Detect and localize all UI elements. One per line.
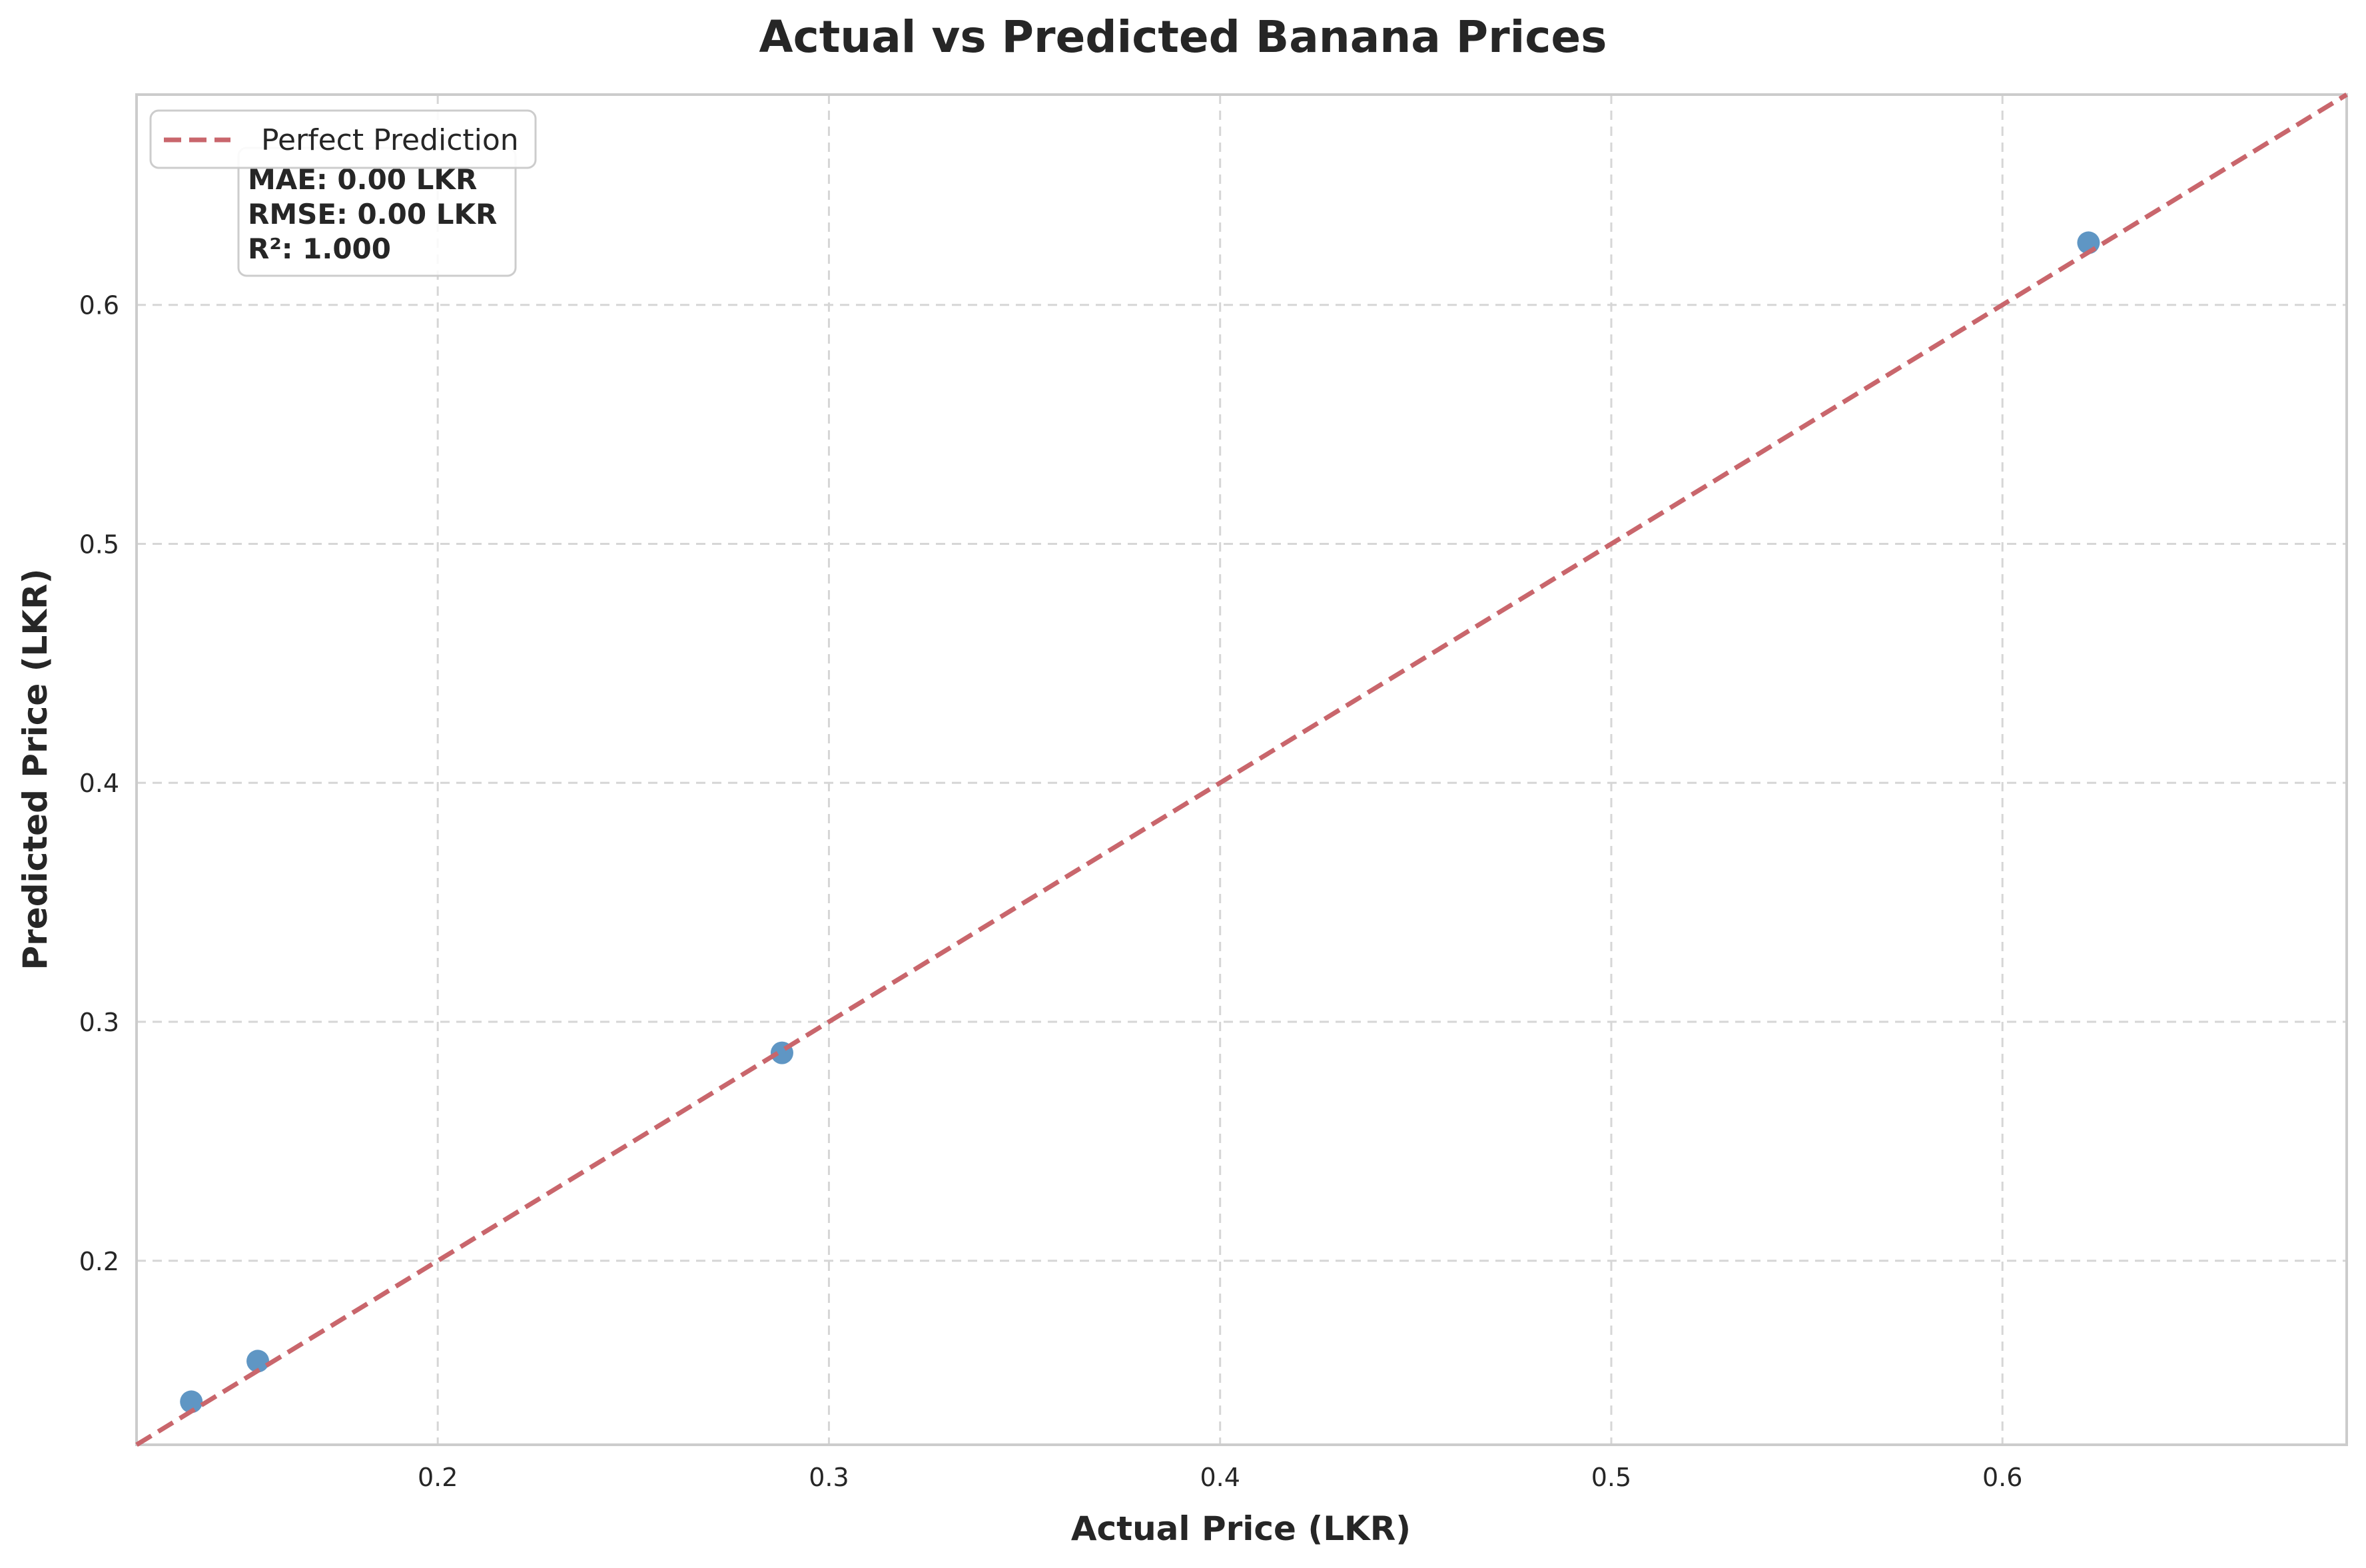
metric-rmse: RMSE: 0.00 LKR (248, 198, 497, 230)
y-tick-label: 0.5 (79, 530, 119, 559)
chart-title: Actual vs Predicted Banana Prices (759, 11, 1607, 63)
x-tick-label: 0.6 (1982, 1463, 2022, 1492)
plot-frame (135, 93, 2348, 1446)
perfect-prediction-line (135, 93, 2348, 1447)
y-gridlines (137, 304, 2347, 1262)
x-tick-label: 0.2 (418, 1463, 458, 1492)
data-point (180, 1390, 203, 1413)
data-points (180, 231, 2100, 1413)
legend: Perfect Prediction (149, 109, 537, 169)
y-tick-label: 0.4 (79, 769, 119, 798)
x-tick-label: 0.3 (809, 1463, 849, 1492)
y-tick-labels: 0.2 0.3 0.4 0.5 0.6 (79, 291, 119, 1276)
y-tick-label: 0.6 (79, 291, 119, 320)
metric-r2: R²: 1.000 (248, 232, 391, 265)
data-point (246, 1350, 270, 1373)
legend-frame (149, 109, 537, 169)
y-tick-label: 0.2 (79, 1247, 119, 1276)
x-tick-label: 0.5 (1591, 1463, 1631, 1492)
y-axis-label: Predicted Price (LKR) (16, 568, 55, 970)
legend-label: Perfect Prediction (261, 123, 519, 157)
x-axis-label: Actual Price (LKR) (1071, 1509, 1411, 1548)
x-gridlines (436, 95, 2004, 1445)
x-tick-labels: 0.2 0.3 0.4 0.5 0.6 (418, 1463, 2022, 1492)
x-tick-label: 0.4 (1200, 1463, 1240, 1492)
y-tick-label: 0.3 (79, 1008, 119, 1037)
